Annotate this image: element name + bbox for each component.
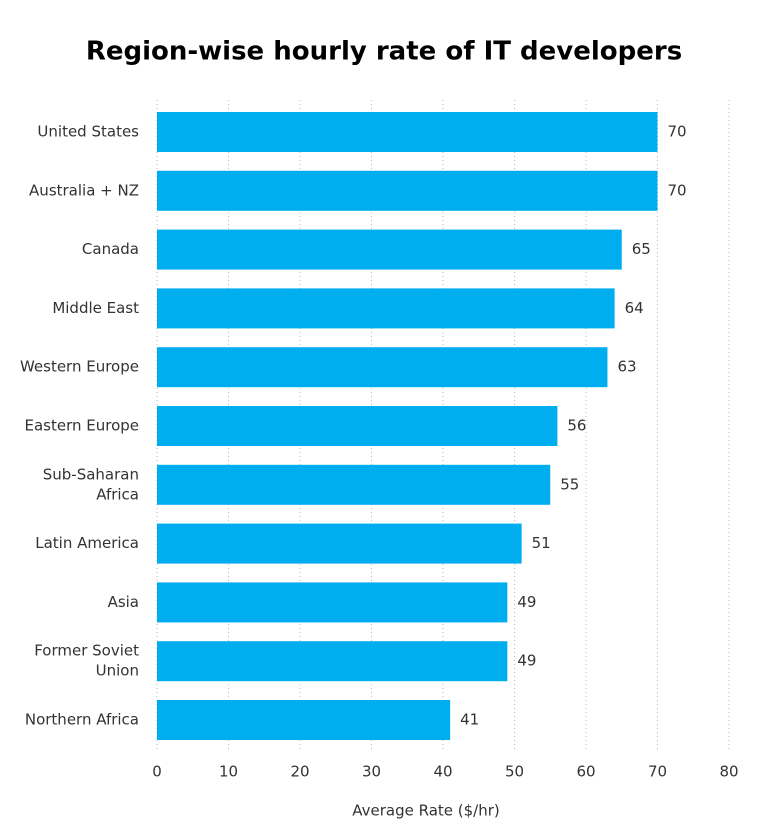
- bar: [157, 582, 508, 623]
- chart-title: Region-wise hourly rate of IT developers: [86, 37, 682, 67]
- x-tick-label: 70: [648, 763, 667, 781]
- value-label: 49: [517, 593, 536, 611]
- value-label: 64: [625, 299, 644, 317]
- bar: [157, 347, 608, 388]
- bar: [157, 170, 658, 211]
- value-label: 55: [560, 475, 579, 493]
- x-tick-label: 40: [433, 763, 452, 781]
- y-tick-label: Australia + NZ: [29, 181, 139, 199]
- value-label: 65: [632, 240, 651, 258]
- y-tick-label: Canada: [82, 240, 139, 258]
- x-tick-label: 60: [576, 763, 595, 781]
- y-tick-label: Sub-Saharan: [43, 465, 139, 483]
- bar: [157, 523, 522, 564]
- x-tick-label: 0: [152, 763, 162, 781]
- value-label: 51: [532, 534, 551, 552]
- x-tick-label: 80: [719, 763, 738, 781]
- y-tick-label: Union: [96, 662, 139, 680]
- value-label: 49: [517, 652, 536, 670]
- value-label: 63: [617, 358, 636, 376]
- y-tick-label: Eastern Europe: [24, 417, 139, 435]
- bar: [157, 229, 622, 270]
- y-tick-label: Northern Africa: [25, 711, 139, 729]
- y-tick-label: United States: [37, 123, 139, 141]
- x-tick-label: 30: [362, 763, 381, 781]
- value-label: 70: [668, 123, 687, 141]
- bar: [157, 112, 658, 152]
- bar: [157, 406, 558, 446]
- value-label: 56: [567, 417, 586, 435]
- y-tick-label: Former Soviet: [34, 642, 139, 660]
- x-tick-label: 50: [505, 763, 524, 781]
- bar: [157, 464, 551, 505]
- y-tick-label: Africa: [96, 485, 139, 503]
- bar: [157, 700, 451, 740]
- y-tick-label: Latin America: [35, 534, 139, 552]
- y-tick-label: Middle East: [52, 299, 139, 317]
- x-tick-label: 10: [219, 763, 238, 781]
- value-label: 70: [668, 181, 687, 199]
- value-label: 41: [460, 711, 479, 729]
- x-tick-label: 20: [290, 763, 309, 781]
- bar: [157, 288, 615, 329]
- y-tick-label: Asia: [108, 593, 139, 611]
- bar: [157, 641, 508, 682]
- y-tick-label: Western Europe: [20, 358, 139, 376]
- x-axis-label: Average Rate ($/hr): [352, 802, 500, 820]
